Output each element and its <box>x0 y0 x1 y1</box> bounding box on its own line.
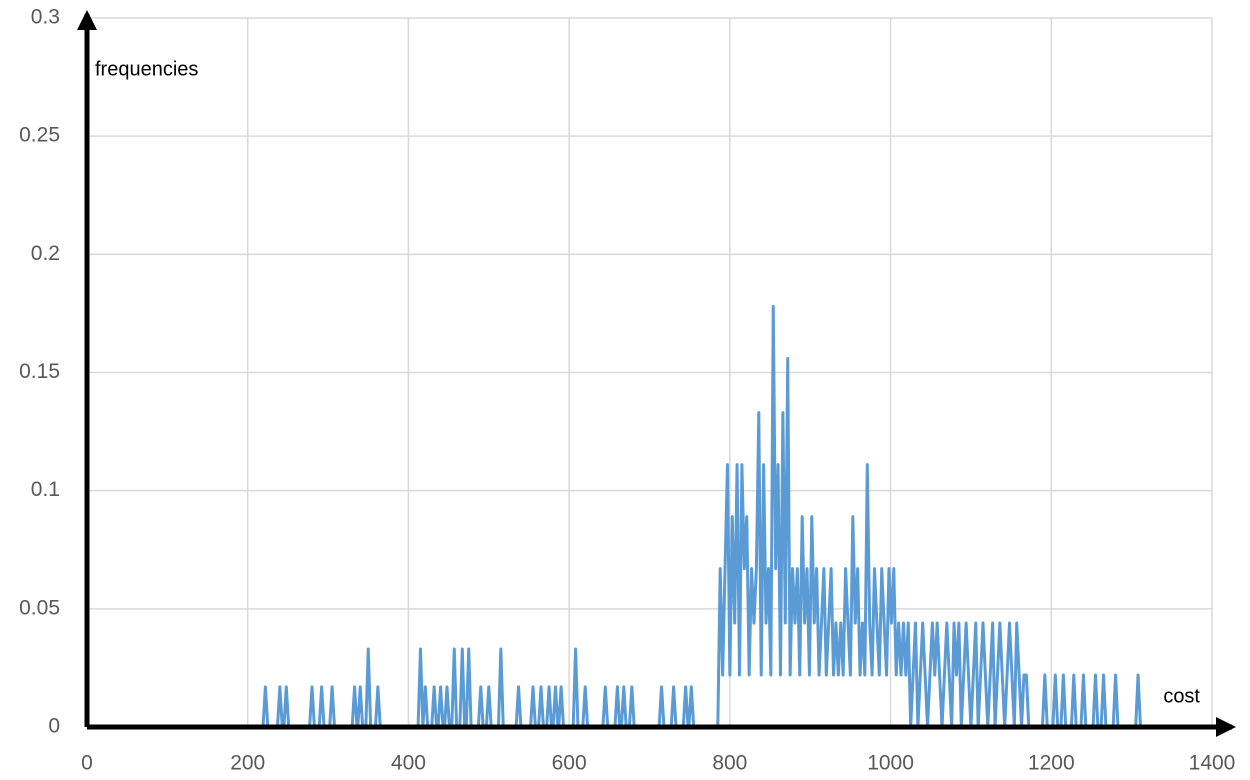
y-tick-label: 0.3 <box>31 6 60 29</box>
data-line <box>87 304 1142 729</box>
y-tick-label: 0.05 <box>19 596 60 619</box>
grid <box>86 17 1213 728</box>
y-tick-label: 0 <box>48 715 60 738</box>
plot-area <box>87 304 1142 729</box>
x-tick-label: 600 <box>552 752 587 775</box>
y-tick-label: 0.25 <box>19 124 60 147</box>
x-tick-label: 200 <box>230 752 265 775</box>
x-tick-label: 800 <box>712 752 747 775</box>
y-tick-label: 0.2 <box>31 242 60 265</box>
y-tick-label: 0.15 <box>19 360 60 383</box>
y-axis-title: frequencies <box>95 58 198 80</box>
y-tick-label: 0.1 <box>31 478 60 501</box>
x-axis-title: cost <box>1163 685 1200 707</box>
x-tick-label: 400 <box>391 752 426 775</box>
x-tick-label: 1400 <box>1189 752 1236 775</box>
x-tick-label: 0 <box>81 752 93 775</box>
x-tick-label: 1000 <box>867 752 914 775</box>
x-tick-label: 1200 <box>1028 752 1075 775</box>
